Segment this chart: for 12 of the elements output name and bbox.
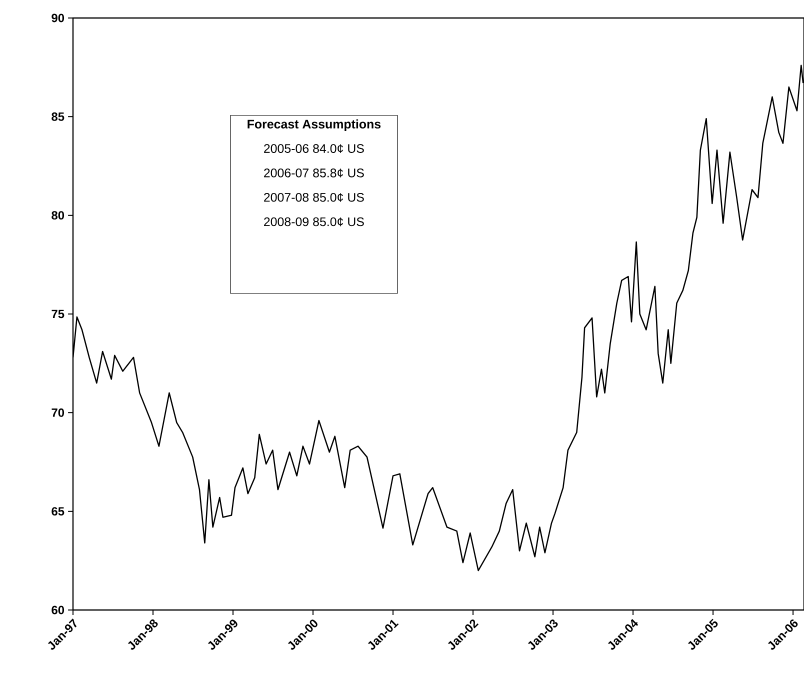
annotation: 2006-07 85.8¢ US: [264, 168, 364, 178]
annotation: Forecast Assumptions: [248, 119, 381, 131]
y-tick-label: 75: [52, 310, 64, 318]
y-tick-label: 60: [52, 606, 64, 614]
annotation: 2008-09 85.0¢ US: [264, 217, 364, 226]
y-tick-label: 90: [52, 14, 64, 22]
y-tick-label: 65: [52, 507, 64, 516]
y-tick-label: 80: [52, 211, 64, 220]
y-tick-label: 85: [52, 112, 64, 121]
annotation: 2005-06 84.0¢ US: [264, 144, 364, 154]
annotation: 2007-08 85.0¢ US: [264, 192, 364, 202]
y-tick-label: 70: [52, 408, 64, 417]
